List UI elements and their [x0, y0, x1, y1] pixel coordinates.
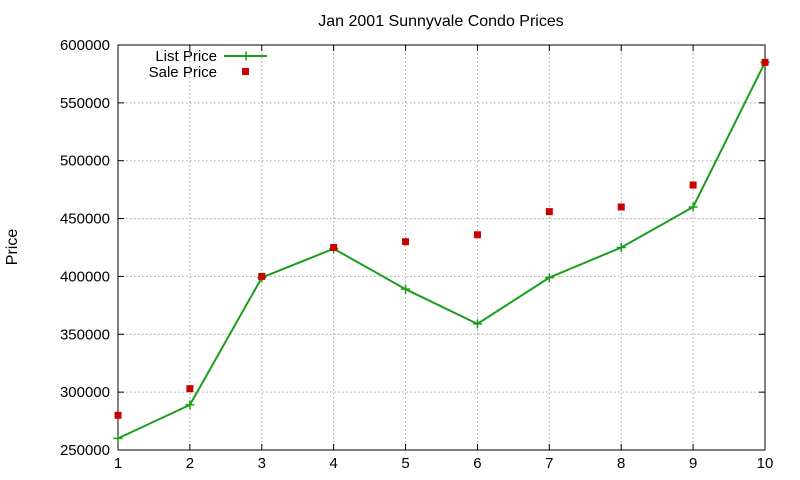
- y-tick-label: 350000: [60, 326, 110, 343]
- list-price-point: [472, 319, 482, 329]
- grid-layer: [118, 45, 765, 450]
- plot-frame: [117, 44, 766, 451]
- x-tick-label: 7: [545, 455, 553, 472]
- x-tick-label: 8: [617, 455, 625, 472]
- sale-price-point: [689, 181, 697, 189]
- list-price-point: [401, 284, 411, 294]
- x-tick-label: 10: [757, 455, 774, 472]
- sale-price-point: [617, 203, 625, 211]
- y-axis-label: Price: [4, 229, 21, 266]
- legend-label-list-price: List Price: [155, 48, 217, 65]
- sale-price-point: [761, 58, 769, 66]
- ticks-layer: 1 2 3 4 5 6 7 8 9 10 250000 300000 350000 400000 45000…: [60, 37, 773, 472]
- y-tick-label: 550000: [60, 95, 110, 112]
- sale-price-point: [473, 231, 481, 239]
- sale-price-point: [258, 272, 266, 280]
- list-price-point: [185, 400, 195, 410]
- sale-price-point: [402, 238, 410, 246]
- x-tick-label: 4: [329, 455, 337, 472]
- list-price-point: [616, 243, 626, 252]
- list-price-point: [544, 273, 554, 283]
- chart-title: Jan 2001 Sunnyvale Condo Prices: [318, 13, 564, 30]
- sale-price-point: [114, 411, 122, 419]
- y-tick-label: 250000: [60, 442, 110, 459]
- list-price-line: [117, 61, 766, 440]
- legend-swatch-sale-price-marker: [242, 68, 249, 75]
- y-tick-label: 450000: [60, 211, 110, 228]
- sale-price-point: [545, 208, 553, 216]
- x-tick-label: 3: [258, 455, 266, 472]
- x-tick-label: 2: [186, 455, 194, 472]
- sale-price-point: [186, 385, 194, 393]
- x-tick-label: 5: [401, 455, 409, 472]
- legend: List Price Sale Price: [149, 48, 267, 81]
- legend-label-sale-price: Sale Price: [149, 64, 217, 81]
- x-tick-label: 9: [689, 455, 697, 472]
- y-tick-label: 400000: [60, 268, 110, 285]
- series-layer: [113, 57, 770, 443]
- x-tick-label: 1: [114, 455, 122, 472]
- y-tick-label: 500000: [60, 153, 110, 170]
- y-tick-label: 600000: [60, 37, 110, 54]
- y-tick-label: 300000: [60, 384, 110, 401]
- legend-swatch-list-price-marker: [241, 51, 251, 61]
- list-price-point: [113, 433, 123, 443]
- list-price-point: [688, 202, 698, 212]
- x-tick-label: 6: [473, 455, 481, 472]
- sale-price-point: [330, 244, 338, 251]
